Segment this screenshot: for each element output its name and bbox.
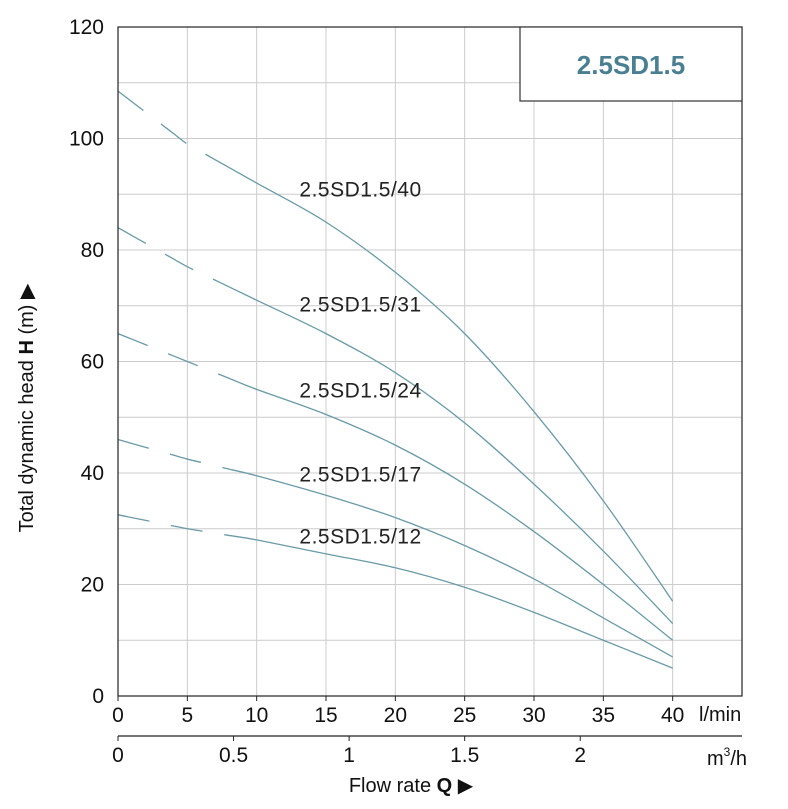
x-tick-label-lmin: 20 xyxy=(384,704,407,727)
y-tick-label: 120 xyxy=(69,16,104,39)
y-axis-title-text: Total dynamic head xyxy=(16,360,38,532)
y-axis-symbol: H xyxy=(16,340,38,354)
curve-dashed-segment xyxy=(117,90,230,169)
x-tick-label-lmin: 15 xyxy=(314,704,337,727)
x-tick-label-lmin: 0 xyxy=(112,704,124,727)
model-title-box: 2.5SD1.5 xyxy=(519,26,743,102)
x-tick-label-m3h: 1 xyxy=(343,744,355,767)
x-unit-lmin: l/min xyxy=(699,704,741,726)
curves xyxy=(117,90,674,669)
x-unit-m3h-tail: /h xyxy=(730,748,747,770)
series-label: 2.5SD1.5/24 xyxy=(299,379,421,402)
series-label: 2.5SD1.5/31 xyxy=(299,294,421,317)
x-axis-symbol: Q xyxy=(437,775,453,797)
x-tick-label-lmin: 30 xyxy=(522,704,545,727)
y-tick-label: 100 xyxy=(69,128,104,151)
chart-title: 2.5SD1.5 xyxy=(577,50,685,80)
curve-dashed-segment xyxy=(117,514,230,537)
x-tick-label-m3h: 0 xyxy=(112,744,124,767)
x-tick-label-lmin: 25 xyxy=(453,704,476,727)
y-tick-label: 60 xyxy=(81,351,104,374)
x-axis-title-text: Flow rate xyxy=(349,775,431,797)
series-label: 2.5SD1.5/12 xyxy=(299,525,421,548)
curve-dashed-segment xyxy=(117,227,230,288)
y-tick-label: 80 xyxy=(81,239,104,262)
curve-solid-segment xyxy=(228,534,673,669)
x-axis-title: Flow rate Q ▶ xyxy=(349,775,474,797)
x-tick-label-m3h: 1.5 xyxy=(450,744,479,767)
y-axis-unit: (m) xyxy=(16,305,38,335)
curve-dashed-segment xyxy=(117,438,230,470)
x-unit-m3h-base: m xyxy=(707,748,724,770)
grid xyxy=(118,27,743,696)
curve-solid-segment xyxy=(228,286,674,624)
axes: 0 20 40 60 80 100 120 0 5 10 15 20 25 30 35 40 0 0.5 1 1.5 2 xyxy=(69,16,743,767)
curve-dashed-segment xyxy=(117,333,230,379)
y-axis-title: Total dynamic head H (m) ▶ xyxy=(16,283,38,532)
x-tick-label-m3h: 0.5 xyxy=(219,744,248,767)
series-label: 2.5SD1.5/40 xyxy=(299,179,421,202)
series-label: 2.5SD1.5/17 xyxy=(299,464,421,487)
x-tick-label-m3h: 2 xyxy=(574,744,586,767)
y-tick-label: 40 xyxy=(81,462,104,485)
x-unit-m3h-sup: 3 xyxy=(724,745,731,759)
x-tick-label-lmin: 35 xyxy=(592,704,615,727)
curve-solid-segment xyxy=(228,468,673,658)
x-tick-label-lmin: 5 xyxy=(181,704,193,727)
x-tick-label-lmin: 40 xyxy=(661,704,684,727)
curve-solid-segment xyxy=(228,377,674,641)
curve-labels: 2.5SD1.5/40 2.5SD1.5/31 2.5SD1.5/24 2.5SD1.… xyxy=(299,179,421,549)
title-box-frame xyxy=(519,26,743,102)
y-tick-label: 20 xyxy=(81,574,104,597)
y-tick-label: 0 xyxy=(92,685,104,708)
plot-frame xyxy=(117,26,743,697)
curve-solid-segment xyxy=(228,166,674,602)
x-tick-label-lmin: 10 xyxy=(245,704,268,727)
x-unit-m3h: m3/h xyxy=(707,745,747,770)
